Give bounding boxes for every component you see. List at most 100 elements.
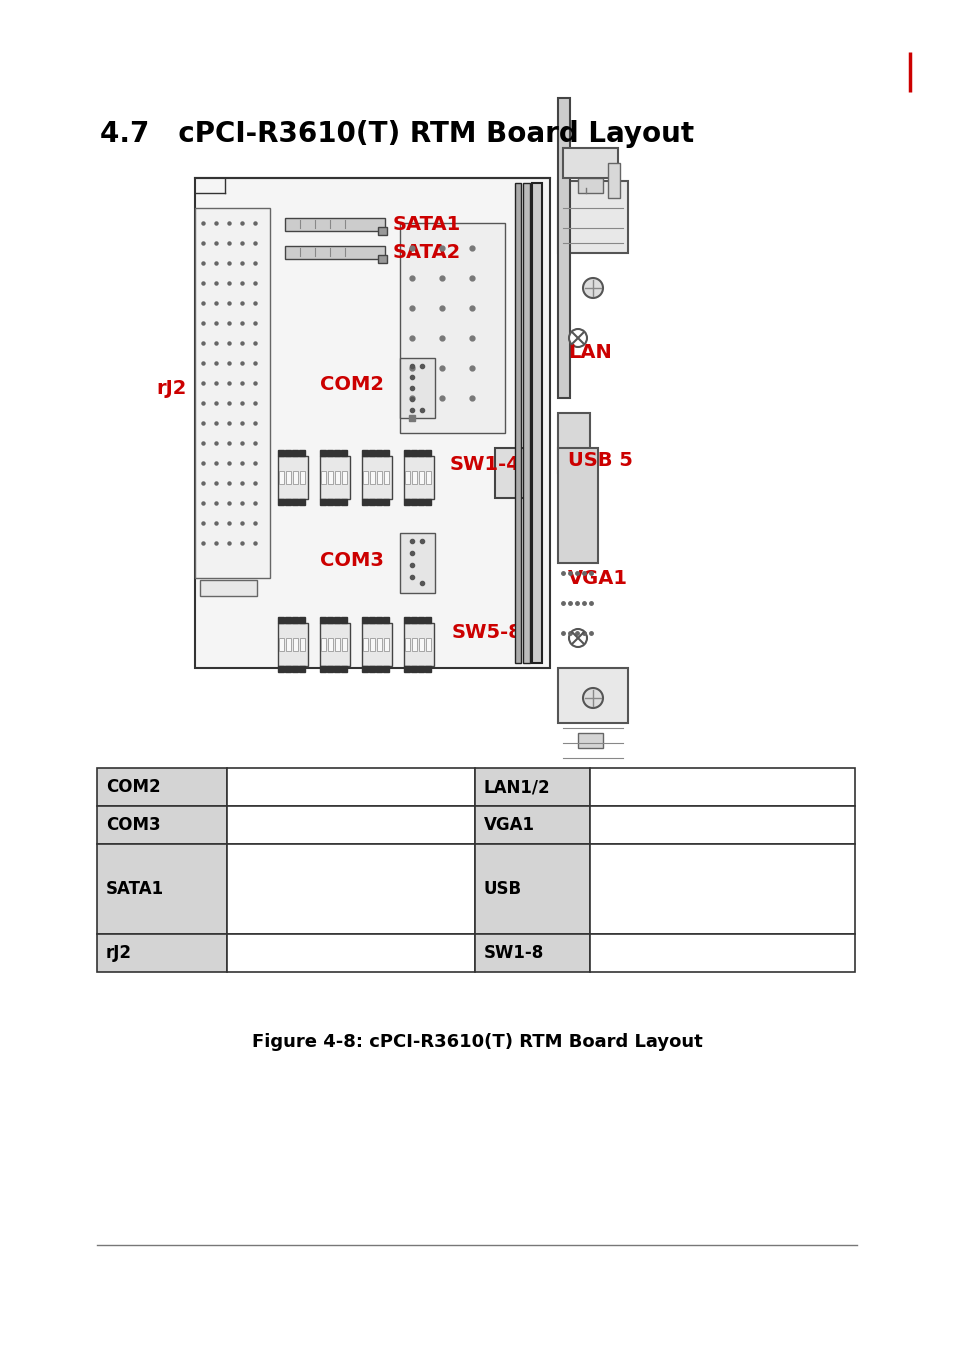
Bar [578,733,602,748]
Bar [299,470,305,484]
Bar [589,768,854,806]
Bar [384,470,389,484]
Text: SATA1: SATA1 [393,215,460,234]
Bar [376,638,381,652]
Bar [578,178,602,193]
Bar [285,246,385,260]
Bar [97,768,227,806]
Text: COM2: COM2 [106,777,160,796]
Text: SW1-4: SW1-4 [450,456,520,475]
Bar [405,470,410,484]
Bar [475,934,589,972]
Bar [361,623,392,667]
Bar [403,456,434,499]
Text: rJ2: rJ2 [106,944,132,963]
Bar [399,533,435,594]
Bar [97,844,227,934]
Bar [293,638,297,652]
Bar [227,844,475,934]
Text: COM2: COM2 [319,376,384,395]
Bar [558,448,598,562]
Bar [285,218,385,231]
Bar [412,638,416,652]
Bar [589,806,854,844]
Bar [319,623,350,667]
Text: SATA1: SATA1 [106,880,164,898]
Bar [376,470,381,484]
Bar [361,456,392,499]
Bar [426,470,431,484]
Bar [562,453,584,462]
Bar [277,456,308,499]
Bar [227,806,475,844]
Bar [286,638,291,652]
Bar [418,638,423,652]
Bar [377,256,387,264]
Bar [320,470,326,484]
Bar [200,580,256,596]
Text: VGA1: VGA1 [483,817,535,834]
Bar [377,227,387,235]
Text: COM3: COM3 [106,817,160,834]
Bar [399,223,504,433]
Bar [227,934,475,972]
Text: 4.7   cPCI-R3610(T) RTM Board Layout: 4.7 cPCI-R3610(T) RTM Board Layout [100,120,694,147]
Bar [384,638,389,652]
Bar [532,183,541,662]
Bar [370,638,375,652]
Bar [341,470,347,484]
Bar [363,638,368,652]
Bar [194,178,550,668]
Text: COM3: COM3 [319,550,383,569]
Bar [320,638,326,652]
Circle shape [568,329,586,347]
Bar [328,638,333,652]
Bar [589,934,854,972]
Bar [515,183,520,662]
Text: VGA1: VGA1 [567,568,627,588]
Bar [475,806,589,844]
Bar [558,181,627,253]
Text: SW5-8: SW5-8 [452,622,522,641]
Bar [278,470,284,484]
Bar [293,470,297,484]
Bar [418,470,423,484]
Bar [97,934,227,972]
Bar [363,470,368,484]
Text: USB: USB [483,880,521,898]
Bar [426,638,431,652]
Bar [194,208,270,579]
Text: SATA2: SATA2 [393,242,460,261]
Bar [495,448,526,498]
Bar [607,164,619,197]
Bar [278,638,284,652]
Text: USB 5: USB 5 [567,452,632,470]
Bar [328,470,333,484]
Bar [335,638,339,652]
Bar [403,623,434,667]
Text: LAN1/2: LAN1/2 [483,777,550,796]
Bar [522,183,530,662]
Circle shape [582,279,602,297]
Text: SW1-8: SW1-8 [483,944,543,963]
Bar [299,638,305,652]
Bar [558,97,569,397]
Bar [562,147,618,178]
Bar [335,470,339,484]
Bar [399,358,435,418]
Bar [405,638,410,652]
Bar [319,456,350,499]
Bar [475,844,589,934]
Bar [370,470,375,484]
Bar [286,470,291,484]
Bar [341,638,347,652]
Bar [589,844,854,934]
Bar [227,768,475,806]
Bar [277,623,308,667]
Bar [558,668,627,723]
Bar [412,470,416,484]
Bar [97,806,227,844]
Bar [475,768,589,806]
Text: rJ2: rJ2 [156,379,187,397]
Circle shape [568,629,586,648]
